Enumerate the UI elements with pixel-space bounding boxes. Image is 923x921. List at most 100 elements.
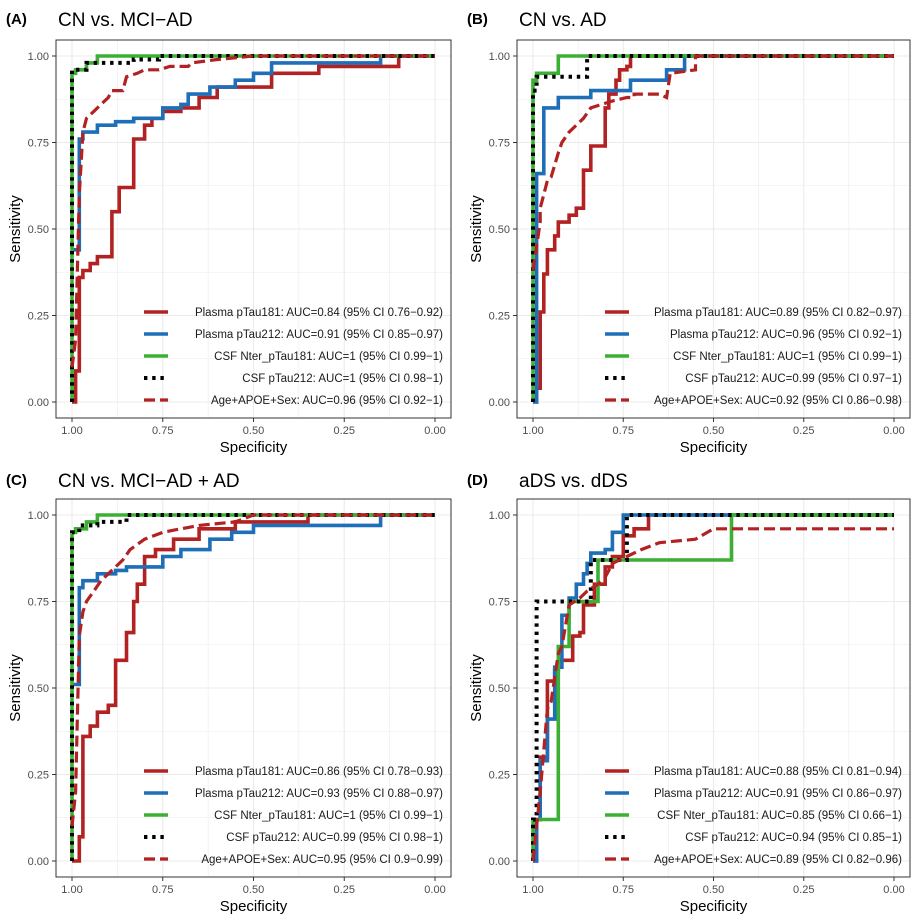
legend-label-csf212: CSF pTau212: AUC=1 (95% CI 0.98−1) xyxy=(242,373,443,385)
x-tick-label: 1.00 xyxy=(61,884,82,896)
legend-label-csf212: CSF pTau212: AUC=0.99 (95% CI 0.97−1) xyxy=(685,373,902,385)
x-axis-title: Specificity xyxy=(680,439,748,456)
x-tick-label: 0.00 xyxy=(883,884,904,896)
legend: Plasma pTau181: AUC=0.86 (95% CI 0.78−0.… xyxy=(144,766,443,866)
roc-panel-1: (A) CN vs. MCI−AD 1.00 0.75 0.50 0.25 0.00 0.00… xyxy=(6,10,452,456)
y-tick-label: 0.00 xyxy=(489,856,510,868)
panel-title: CN vs. AD xyxy=(519,10,607,31)
y-tick-label: 1.00 xyxy=(489,510,510,522)
x-tick-label: 0.75 xyxy=(152,425,173,437)
roc-panel-4: (D) aDS vs. dDS 1.00 0.75 0.50 0.25 0.00 0.00 0.… xyxy=(467,471,911,915)
roc-curve-clinical xyxy=(531,527,894,862)
panel-label: (C) xyxy=(6,472,27,489)
legend: Plasma pTau181: AUC=0.89 (95% CI 0.82−0.… xyxy=(605,307,902,407)
plot-area xyxy=(70,513,435,863)
y-tick-label: 0.25 xyxy=(28,770,49,782)
roc-curve-csf212 xyxy=(531,513,894,861)
legend: Plasma pTau181: AUC=0.84 (95% CI 0.76−0.… xyxy=(144,307,443,407)
roc-curve-plasma181 xyxy=(72,54,435,404)
x-axis-title: Specificity xyxy=(220,439,288,456)
x-tick-label: 0.50 xyxy=(243,884,264,896)
legend-label-csf212: CSF pTau212: AUC=0.99 (95% CI 0.98−1) xyxy=(226,832,443,844)
y-tick-label: 0.25 xyxy=(28,311,49,323)
roc-curve-plasma181 xyxy=(533,54,894,404)
legend-label-plasma212: Plasma pTau212: AUC=0.91 (95% CI 0.86−0.… xyxy=(654,788,902,800)
x-tick-label: 0.00 xyxy=(424,425,445,437)
y-tick-label: 0.25 xyxy=(489,770,510,782)
y-tick-label: 1.00 xyxy=(28,51,49,63)
x-tick-label: 0.25 xyxy=(334,884,355,896)
x-tick-label: 1.00 xyxy=(522,884,543,896)
legend-label-plasma181: Plasma pTau181: AUC=0.86 (95% CI 0.78−0.… xyxy=(195,766,443,778)
x-tick-label: 0.25 xyxy=(334,425,355,437)
roc-curve-csf181 xyxy=(531,54,894,402)
panel-label: (D) xyxy=(467,472,488,489)
roc-panel-2: (B) CN vs. AD 1.00 0.75 0.50 0.25 0.00 0.00 0.25… xyxy=(467,10,911,456)
legend-label-csf181: CSF Nter_pTau181: AUC=1 (95% CI 0.99−1) xyxy=(673,351,902,363)
y-tick-label: 0.00 xyxy=(489,397,510,409)
y-tick-label: 1.00 xyxy=(28,510,49,522)
plot-area xyxy=(531,513,894,863)
x-tick-label: 0.50 xyxy=(703,425,724,437)
y-axis-title: Sensitivity xyxy=(468,195,485,263)
legend-label-clinical: Age+APOE+Sex: AUC=0.96 (95% CI 0.92−1) xyxy=(211,395,443,407)
legend-label-clinical: Age+APOE+Sex: AUC=0.89 (95% CI 0.82−0.96… xyxy=(654,854,902,866)
legend: Plasma pTau181: AUC=0.88 (95% CI 0.81−0.… xyxy=(605,766,902,866)
x-tick-label: 0.00 xyxy=(883,425,904,437)
roc-curve-csf212 xyxy=(531,54,894,402)
roc-curve-clinical xyxy=(70,513,435,827)
legend-label-plasma212: Plasma pTau212: AUC=0.96 (95% CI 0.92−1) xyxy=(670,329,902,341)
panel-title: CN vs. MCI−AD xyxy=(58,10,193,31)
y-tick-label: 0.50 xyxy=(28,683,49,695)
y-tick-label: 0.50 xyxy=(28,224,49,236)
x-tick-label: 0.25 xyxy=(793,425,814,437)
legend-label-csf181: CSF Nter_pTau181: AUC=0.85 (95% CI 0.66−… xyxy=(657,810,902,822)
roc-curve-plasma212 xyxy=(533,54,894,404)
panel-label: (B) xyxy=(467,11,488,28)
roc-curve-plasma212 xyxy=(72,513,435,687)
x-tick-label: 0.75 xyxy=(152,884,173,896)
y-tick-label: 0.00 xyxy=(28,397,49,409)
panel-title: aDS vs. dDS xyxy=(519,471,628,492)
y-tick-label: 0.00 xyxy=(28,856,49,868)
legend-label-clinical: Age+APOE+Sex: AUC=0.95 (95% CI 0.9−0.99) xyxy=(201,854,443,866)
legend-label-csf181: CSF Nter_pTau181: AUC=1 (95% CI 0.99−1) xyxy=(214,351,443,363)
panel-title: CN vs. MCI−AD + AD xyxy=(58,471,240,492)
roc-curve-plasma181 xyxy=(72,513,435,863)
x-tick-label: 0.25 xyxy=(793,884,814,896)
x-tick-label: 0.75 xyxy=(613,884,634,896)
roc-curve-plasma212 xyxy=(72,54,435,252)
roc-curve-clinical xyxy=(70,54,435,368)
x-tick-label: 1.00 xyxy=(522,425,543,437)
panel-label: (A) xyxy=(6,11,27,28)
legend-label-csf212: CSF pTau212: AUC=0.94 (95% CI 0.85−1) xyxy=(685,832,902,844)
y-tick-label: 0.75 xyxy=(28,138,49,150)
y-tick-label: 1.00 xyxy=(489,51,510,63)
x-tick-label: 0.50 xyxy=(243,425,264,437)
legend-label-plasma181: Plasma pTau181: AUC=0.84 (95% CI 0.76−0.… xyxy=(195,307,443,319)
x-axis-title: Specificity xyxy=(220,898,288,915)
legend-label-plasma212: Plasma pTau212: AUC=0.91 (95% CI 0.85−0.… xyxy=(195,329,443,341)
roc-curve-csf212 xyxy=(70,513,435,861)
legend-label-plasma181: Plasma pTau181: AUC=0.89 (95% CI 0.82−0.… xyxy=(654,307,902,319)
legend-label-plasma181: Plasma pTau181: AUC=0.88 (95% CI 0.81−0.… xyxy=(654,766,902,778)
y-tick-label: 0.75 xyxy=(489,597,510,609)
y-axis-title: Sensitivity xyxy=(7,654,24,722)
x-tick-label: 0.75 xyxy=(613,425,634,437)
plot-area xyxy=(70,54,435,404)
y-axis-title: Sensitivity xyxy=(468,654,485,722)
x-tick-label: 0.00 xyxy=(424,884,445,896)
x-tick-label: 0.50 xyxy=(703,884,724,896)
x-axis-title: Specificity xyxy=(680,898,748,915)
y-tick-label: 0.25 xyxy=(489,311,510,323)
roc-curve-csf212 xyxy=(70,54,435,402)
legend-label-csf181: CSF Nter_pTau181: AUC=1 (95% CI 0.99−1) xyxy=(214,810,443,822)
y-axis-title: Sensitivity xyxy=(7,195,24,263)
roc-curve-csf181 xyxy=(531,513,894,861)
plot-area xyxy=(531,54,894,404)
roc-panel-3: (C) CN vs. MCI−AD + AD 1.00 0.75 0.50 0.25 0.0… xyxy=(6,471,452,915)
x-tick-label: 1.00 xyxy=(61,425,82,437)
y-tick-label: 0.50 xyxy=(489,224,510,236)
legend-label-plasma212: Plasma pTau212: AUC=0.93 (95% CI 0.88−0.… xyxy=(195,788,443,800)
